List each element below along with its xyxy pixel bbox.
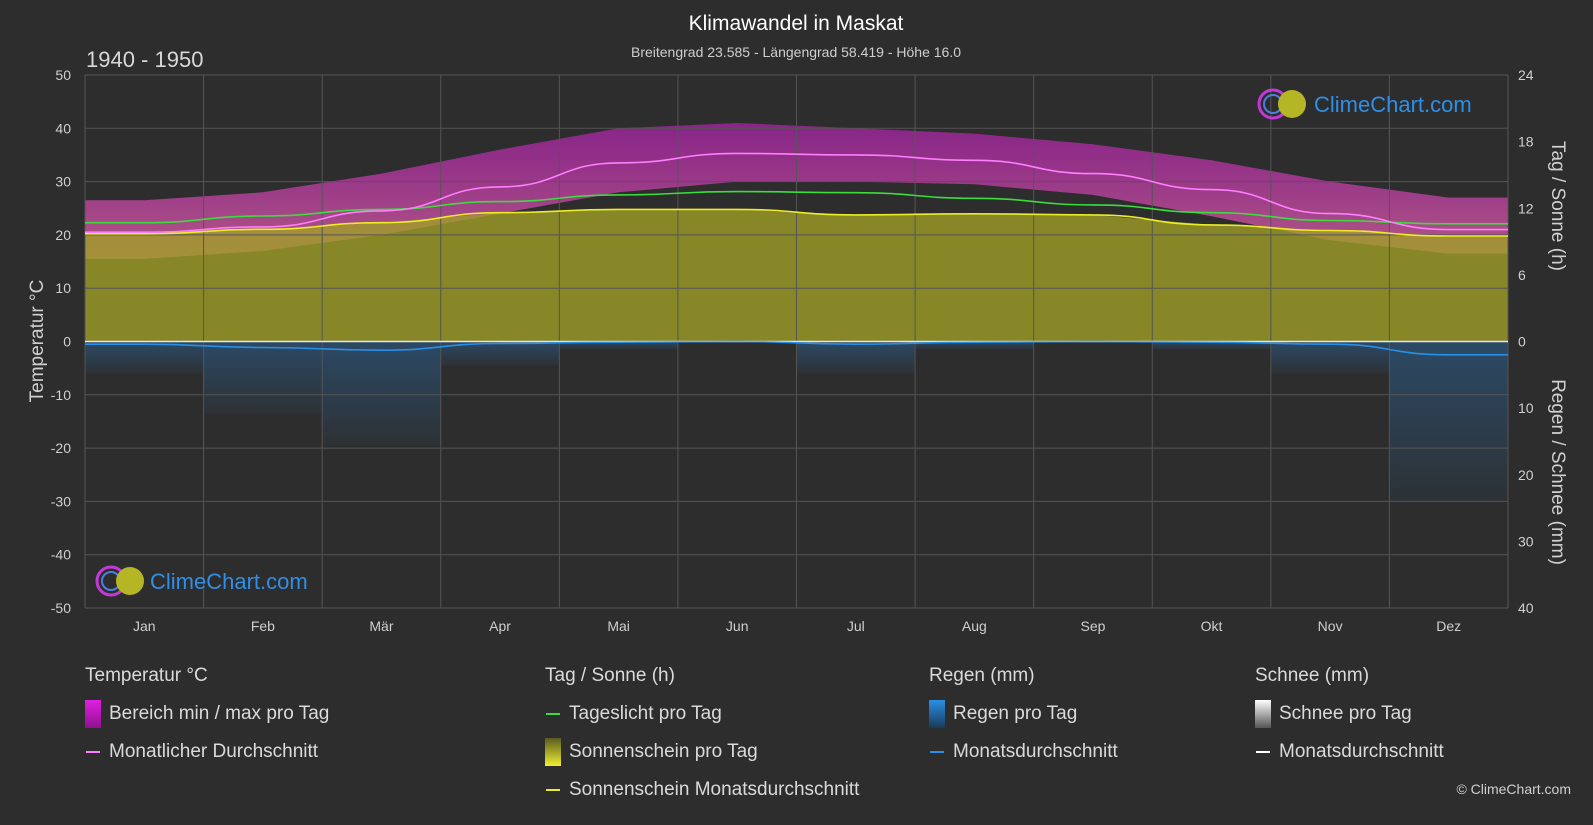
rain-bar-Mai — [559, 341, 678, 350]
right-top-tick-label: 18 — [1518, 134, 1534, 150]
daylight-line — [84, 190, 1508, 225]
legend-snow-day-label: Schnee pro Tag — [1279, 703, 1412, 724]
rain-avg-line — [84, 340, 1508, 356]
sunshine-avg-swatch — [546, 789, 560, 791]
left-tick-label: -30 — [51, 493, 71, 509]
rain-bar-Mär — [322, 341, 441, 446]
month-label-Feb: Feb — [251, 618, 275, 634]
rain-bar-Feb — [203, 341, 323, 414]
left-axis-title: Temperatur °C — [27, 280, 48, 403]
month-label-Jul: Jul — [847, 618, 865, 634]
logo-bottom: ClimeChart.com — [95, 565, 308, 597]
right-bottom-axis-title: Regen / Schnee (mm) — [1547, 379, 1568, 565]
temp-avg-swatch — [86, 751, 100, 753]
left-tick-label: 50 — [55, 67, 71, 83]
temp-avg-line — [85, 152, 1508, 234]
right-top-tick-label: 6 — [1518, 267, 1526, 283]
right-bottom-tick-label: 30 — [1518, 533, 1534, 549]
snow-avg-swatch — [1256, 751, 1270, 753]
month-label-Sep: Sep — [1080, 618, 1105, 634]
left-tick-label: -40 — [51, 547, 71, 563]
right-top-tick-label: 12 — [1518, 200, 1534, 216]
month-label-Aug: Aug — [962, 618, 987, 634]
month-label-Mär: Mär — [369, 618, 393, 634]
rain-bar-Jan — [85, 341, 204, 374]
legend-sunshine-avg: Sonnenschein Monatsdurchschnitt — [545, 778, 859, 802]
left-tick-label: -20 — [51, 440, 71, 456]
legend-temperature: Temperatur °C Bereich min / max pro Tag … — [85, 664, 329, 778]
legend-snow-day: Schnee pro Tag — [1255, 700, 1444, 728]
legend-temp-range-label: Bereich min / max pro Tag — [109, 703, 330, 724]
legend-daylight-label: Tageslicht pro Tag — [569, 703, 722, 724]
legend-temp-avg: Monatlicher Durchschnitt — [85, 740, 329, 764]
right-bottom-tick-label: 10 — [1518, 400, 1534, 416]
legend-snow-title: Schnee (mm) — [1255, 665, 1370, 686]
month-label-Mai: Mai — [607, 618, 630, 634]
right-top-tick-label: 24 — [1518, 67, 1534, 83]
legend-rain-avg-label: Monatsdurchschnitt — [953, 741, 1118, 762]
sunshine-swatch — [545, 738, 561, 766]
legend-rain-day: Regen pro Tag — [929, 700, 1118, 728]
legend-rain-avg: Monatsdurchschnitt — [929, 740, 1118, 764]
series-lines — [84, 152, 1508, 356]
left-tick-label: 10 — [55, 280, 71, 296]
period-label: 1940 - 1950 — [86, 47, 203, 72]
legend-daylight: Tageslicht pro Tag — [545, 702, 859, 726]
right-bottom-tick-label: 40 — [1518, 600, 1534, 616]
rain-bars — [85, 341, 1508, 502]
right-bottom-tick-label: 20 — [1518, 467, 1534, 483]
legend-rain-day-label: Regen pro Tag — [953, 703, 1078, 724]
rain-bar-Jul — [796, 341, 916, 374]
legend-temp-title: Temperatur °C — [85, 665, 208, 686]
copyright: © ClimeChart.com — [1456, 781, 1571, 797]
right-top-tick-label: 0 — [1518, 334, 1526, 350]
snow-swatch — [1255, 700, 1271, 728]
temp-range-swatch — [85, 700, 101, 728]
right-top-axis-title: Tag / Sonne (h) — [1547, 141, 1568, 271]
legend-rain-title: Regen (mm) — [929, 665, 1035, 686]
legend-temp-range: Bereich min / max pro Tag — [85, 700, 330, 728]
legend-snow: Schnee (mm) Schnee pro Tag Monatsdurchsc… — [1255, 664, 1444, 778]
left-tick-label: -50 — [51, 600, 71, 616]
legend-temp-avg-label: Monatlicher Durchschnitt — [109, 741, 319, 762]
rain-bar-Dez — [1389, 341, 1508, 502]
legend-sun-title: Tag / Sonne (h) — [545, 665, 675, 686]
legend-rain: Regen (mm) Regen pro Tag Monatsdurchschn… — [929, 664, 1118, 778]
left-tick-label: 0 — [63, 334, 71, 350]
sunshine-avg-line — [85, 208, 1508, 237]
month-label-Apr: Apr — [489, 618, 511, 634]
legend-snow-avg-label: Monatsdurchschnitt — [1279, 741, 1444, 762]
rain-bar-Okt — [1152, 341, 1271, 350]
chart-title: Klimawandel in Maskat — [689, 12, 904, 35]
left-tick-label: 30 — [55, 174, 71, 190]
left-tick-label: 20 — [55, 227, 71, 243]
axis-ticks: 50 40 30 20 10 0 -10 -20 -30 -40 -50 24 18 12 6 0 10 20 30… — [51, 67, 1534, 634]
month-label-Jun: Jun — [726, 618, 749, 634]
month-label-Nov: Nov — [1318, 618, 1343, 634]
rain-bar-Aug — [915, 341, 1034, 350]
month-label-Dez: Dez — [1436, 618, 1461, 634]
logo-text-top: ClimeChart.com — [1314, 92, 1472, 117]
daylight-swatch — [546, 713, 560, 715]
rain-avg-swatch — [930, 751, 944, 753]
legend-sunshine-avg-label: Sonnenschein Monatsdurchschnitt — [569, 779, 860, 800]
left-tick-label: -10 — [51, 387, 71, 403]
legend-sun: Tag / Sonne (h) Tageslicht pro Tag Sonne… — [545, 664, 859, 816]
left-tick-label: 40 — [55, 120, 71, 136]
grid-lines — [84, 74, 1509, 609]
legend-snow-avg: Monatsdurchschnitt — [1255, 740, 1444, 764]
logo-top: ClimeChart.com — [1257, 88, 1472, 120]
month-label-Jan: Jan — [133, 618, 156, 634]
legend-sunshine-label: Sonnenschein pro Tag — [569, 741, 758, 762]
rain-swatch — [929, 700, 945, 728]
month-label-Okt: Okt — [1201, 618, 1223, 634]
chart-subtitle: Breitengrad 23.585 - Längengrad 58.419 -… — [631, 44, 961, 60]
logo-text-bottom: ClimeChart.com — [150, 569, 308, 594]
legend-sunshine: Sonnenschein pro Tag — [545, 738, 859, 766]
